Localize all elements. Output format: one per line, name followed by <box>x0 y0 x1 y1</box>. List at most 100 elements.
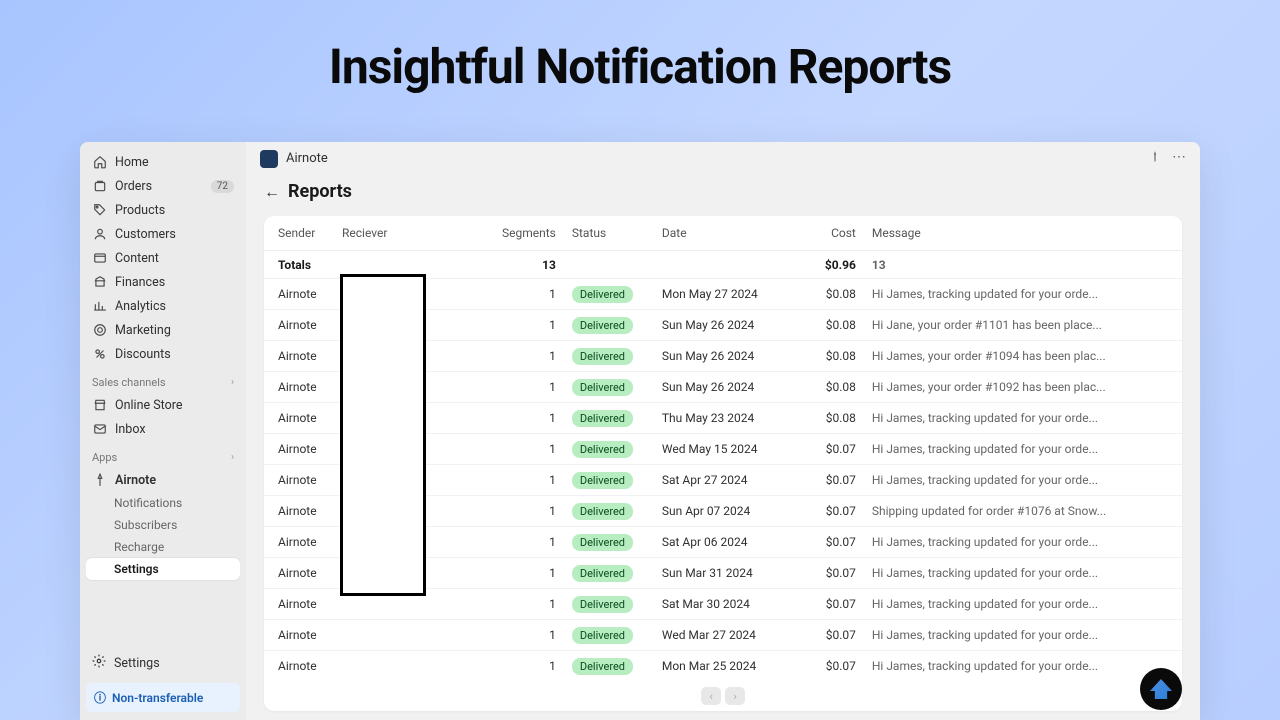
cell-date: Wed May 15 2024 <box>654 434 814 465</box>
col-message[interactable]: Message <box>864 216 1182 251</box>
reports-table-card: Sender Reciever Segments Status Date Cos… <box>264 216 1182 711</box>
pin-icon[interactable] <box>1148 149 1162 168</box>
cell-date: Sun Apr 07 2024 <box>654 496 814 527</box>
sidebar-item-orders[interactable]: Orders 72 <box>86 174 240 198</box>
subnav-item-subscribers[interactable]: Subscribers <box>86 514 240 536</box>
sidebar-item-label: Marketing <box>115 323 171 338</box>
home-icon <box>92 155 107 169</box>
sidebar-item-products[interactable]: Products <box>86 198 240 222</box>
cell-date: Sat Mar 30 2024 <box>654 589 814 620</box>
cell-status: Delivered <box>564 434 654 465</box>
app-window: Home Orders 72 Products Customers Conten… <box>80 142 1200 720</box>
cell-sender: Airnote <box>264 589 334 620</box>
sidebar-item-finances[interactable]: Finances <box>86 270 240 294</box>
cell-segments: 1 <box>494 558 564 589</box>
sales-channels-header[interactable]: Sales channels › <box>86 366 240 393</box>
sidebar-item-discounts[interactable]: Discounts <box>86 342 240 366</box>
col-cost[interactable]: Cost <box>814 216 864 251</box>
cell-cost: $0.07 <box>814 620 864 651</box>
sidebar-item-label: Content <box>115 251 159 266</box>
non-transferable-banner[interactable]: ⓘ Non-transferable <box>86 683 240 712</box>
col-segments[interactable]: Segments <box>494 216 564 251</box>
cell-sender: Airnote <box>264 403 334 434</box>
cell-cost: $0.08 <box>814 341 864 372</box>
sidebar-item-content[interactable]: Content <box>86 246 240 270</box>
cell-sender: Airnote <box>264 341 334 372</box>
back-arrow-icon[interactable]: ← <box>264 182 280 202</box>
next-page-button[interactable]: › <box>725 687 745 705</box>
col-sender[interactable]: Sender <box>264 216 334 251</box>
cell-segments: 1 <box>494 310 564 341</box>
app-header: Airnote ⋯ <box>246 142 1200 175</box>
cell-sender: Airnote <box>264 372 334 403</box>
sidebar-item-label: Inbox <box>115 422 146 437</box>
cell-segments: 1 <box>494 589 564 620</box>
status-badge: Delivered <box>572 472 633 489</box>
col-receiver[interactable]: Reciever <box>334 216 494 251</box>
sidebar-item-label: Airnote <box>115 473 156 488</box>
col-status[interactable]: Status <box>564 216 654 251</box>
table-row[interactable]: Airnote 1 Delivered Wed Mar 27 2024 $0.0… <box>264 620 1182 651</box>
badge: 72 <box>211 180 234 193</box>
cell-status: Delivered <box>564 527 654 558</box>
sidebar-item-analytics[interactable]: Analytics <box>86 294 240 318</box>
cell-sender: Airnote <box>264 496 334 527</box>
sidebar-item-label: Orders <box>115 179 152 194</box>
totals-count: 13 <box>864 251 1182 279</box>
status-badge: Delivered <box>572 627 633 644</box>
subnav-item-settings[interactable]: Settings <box>86 558 240 580</box>
sidebar-item-online-store[interactable]: Online Store <box>86 393 240 417</box>
cell-segments: 1 <box>494 341 564 372</box>
gear-icon <box>92 654 106 672</box>
status-badge: Delivered <box>572 379 633 396</box>
subnav-item-notifications[interactable]: Notifications <box>86 492 240 514</box>
sidebar-item-marketing[interactable]: Marketing <box>86 318 240 342</box>
cell-status: Delivered <box>564 372 654 403</box>
cell-status: Delivered <box>564 620 654 651</box>
user-icon <box>92 227 107 241</box>
content-icon <box>92 251 107 265</box>
cell-status: Delivered <box>564 589 654 620</box>
sidebar-item-home[interactable]: Home <box>86 150 240 174</box>
apps-header[interactable]: Apps › <box>86 441 240 468</box>
cell-cost: $0.07 <box>814 589 864 620</box>
col-date[interactable]: Date <box>654 216 814 251</box>
subnav-item-recharge[interactable]: Recharge <box>86 536 240 558</box>
sidebar-item-inbox[interactable]: Inbox <box>86 417 240 441</box>
prev-page-button[interactable]: ‹ <box>701 687 721 705</box>
cell-status: Delivered <box>564 403 654 434</box>
cell-message: Hi James, tracking updated for your orde… <box>864 651 1182 682</box>
more-icon[interactable]: ⋯ <box>1172 149 1186 168</box>
cell-sender: Airnote <box>264 434 334 465</box>
cell-cost: $0.07 <box>814 496 864 527</box>
cell-message: Hi James, your order #1092 has been plac… <box>864 372 1182 403</box>
cell-date: Sun May 26 2024 <box>654 341 814 372</box>
finances-icon <box>92 275 107 289</box>
cell-status: Delivered <box>564 310 654 341</box>
sidebar: Home Orders 72 Products Customers Conten… <box>80 142 246 720</box>
sidebar-item-settings[interactable]: Settings <box>86 649 240 677</box>
status-badge: Delivered <box>572 317 633 334</box>
totals-label: Totals <box>264 251 334 279</box>
cell-message: Hi James, tracking updated for your orde… <box>864 620 1182 651</box>
cell-cost: $0.07 <box>814 651 864 682</box>
cell-receiver <box>334 651 494 682</box>
cell-receiver <box>334 620 494 651</box>
main-content: Airnote ⋯ ← Reports Sender Reciever <box>246 142 1200 720</box>
status-badge: Delivered <box>572 658 633 675</box>
status-badge: Delivered <box>572 565 633 582</box>
cell-status: Delivered <box>564 651 654 682</box>
cell-status: Delivered <box>564 558 654 589</box>
table-row[interactable]: Airnote 1 Delivered Mon Mar 25 2024 $0.0… <box>264 651 1182 682</box>
inbox-icon <box>92 422 107 436</box>
cell-segments: 1 <box>494 279 564 310</box>
cell-cost: $0.08 <box>814 279 864 310</box>
receiver-redaction-box <box>340 274 426 596</box>
sidebar-item-customers[interactable]: Customers <box>86 222 240 246</box>
status-badge: Delivered <box>572 286 633 303</box>
cell-segments: 1 <box>494 527 564 558</box>
cell-sender: Airnote <box>264 310 334 341</box>
help-fab-button[interactable] <box>1140 668 1182 710</box>
cell-cost: $0.07 <box>814 434 864 465</box>
sidebar-item-airnote[interactable]: Airnote <box>86 468 240 492</box>
